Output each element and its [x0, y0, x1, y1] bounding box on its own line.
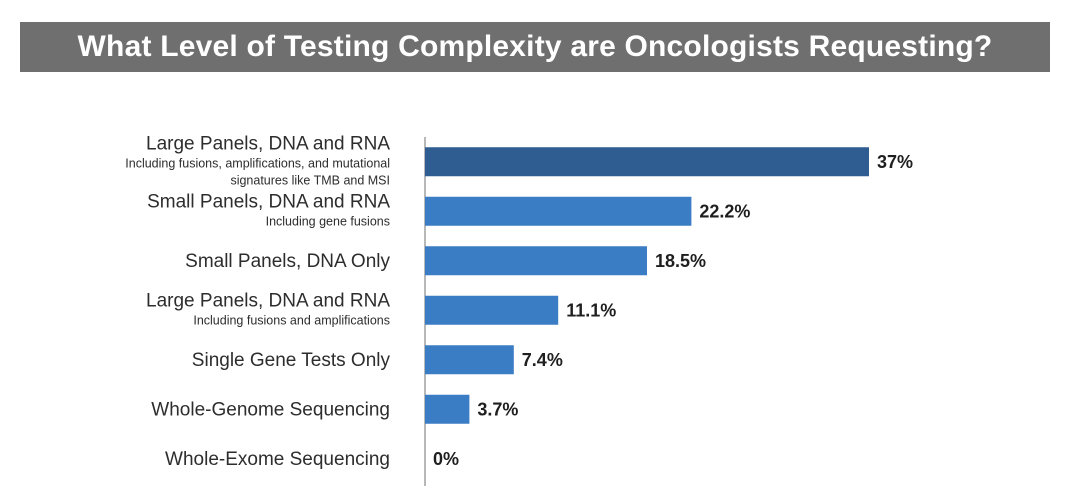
category-label-6: Whole-Exome Sequencing — [165, 449, 390, 470]
category-sublabel-1-0: Including gene fusions — [266, 214, 390, 228]
chart-title: What Level of Testing Complexity are Onc… — [20, 22, 1050, 72]
bar-2 — [425, 246, 647, 276]
category-label-3: Large Panels, DNA and RNA — [146, 290, 390, 311]
category-label-4: Single Gene Tests Only — [192, 350, 391, 371]
data-label-5: 3.7% — [477, 399, 518, 419]
data-label-0: 37% — [877, 152, 913, 172]
category-label-0: Large Panels, DNA and RNA — [146, 133, 390, 154]
category-sublabel-3-0: Including fusions and amplifications — [193, 313, 390, 327]
category-sublabel-0-0: Including fusions, amplifications, and m… — [125, 156, 390, 170]
bar-0 — [425, 147, 869, 177]
bar-1 — [425, 196, 692, 226]
category-sublabel-0-1: signatures like TMB and MSI — [230, 173, 390, 187]
bar-5 — [425, 394, 470, 424]
data-label-1: 22.2% — [699, 201, 750, 221]
category-label-1: Small Panels, DNA and RNA — [147, 191, 390, 212]
bar-4 — [425, 345, 514, 375]
category-label-5: Whole-Genome Sequencing — [151, 399, 390, 420]
data-label-6: 0% — [433, 449, 459, 469]
data-label-2: 18.5% — [655, 251, 706, 271]
bar-3 — [425, 295, 559, 325]
data-label-3: 11.1% — [566, 300, 616, 320]
category-label-2: Small Panels, DNA Only — [185, 251, 390, 272]
data-label-4: 7.4% — [522, 350, 563, 370]
